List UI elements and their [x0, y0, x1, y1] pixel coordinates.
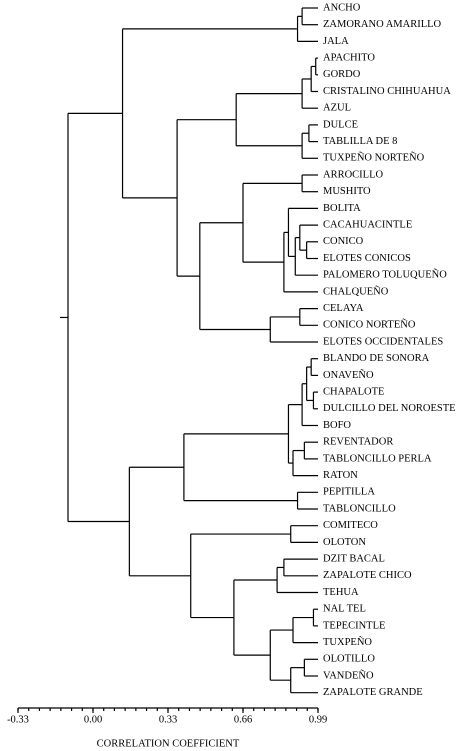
x-tick-label: 0.99	[309, 714, 327, 725]
leaf-label: REVENTADOR	[323, 437, 393, 448]
leaf-label: VANDEÑO	[323, 669, 374, 681]
leaf-label: TUXPEÑO NORTEÑO	[323, 152, 425, 164]
leaf-label: CONICO	[323, 236, 364, 247]
leaf-label: BOFO	[323, 420, 351, 431]
leaf-label: CELAYA	[323, 303, 364, 314]
leaf-label: ELOTES CONICOS	[323, 253, 411, 264]
leaf-label: TUXPEÑO	[323, 636, 372, 648]
leaf-label: AZUL	[323, 103, 351, 114]
leaf-label: OLOTILLO	[323, 654, 375, 665]
leaf-label: OLOTON	[323, 537, 366, 548]
leaf-label: DULCILLO DEL NOROESTE	[323, 403, 456, 414]
leaf-label: CHALQUEÑO	[323, 285, 389, 297]
x-tick-label: 0.33	[159, 714, 177, 725]
leaf-label: COMITECO	[323, 520, 378, 531]
leaf-label: ZAPALOTE GRANDE	[323, 687, 423, 698]
leaf-label: TEPECINTLE	[323, 620, 385, 631]
leaf-label: PEPITILLA	[323, 487, 375, 498]
leaf-label: CHAPALOTE	[323, 387, 384, 398]
x-axis-label: CORRELATION COEFFICIENT	[97, 738, 240, 749]
x-tick-label: 0.66	[234, 714, 252, 725]
leaf-label: CONICO NORTEÑO	[323, 319, 416, 331]
leaf-label: ZAPALOTE CHICO	[323, 570, 412, 581]
leaf-label: ONAVEÑO	[323, 369, 374, 381]
leaf-label: TEHUA	[323, 587, 359, 598]
leaf-label: TABLONCILLO	[323, 503, 396, 514]
leaf-label: APACHITO	[323, 53, 375, 64]
leaf-label: JALA	[323, 36, 349, 47]
leaf-label: ELOTES OCCIDENTALES	[323, 336, 443, 347]
leaf-label: DZIT BACAL	[323, 554, 385, 565]
leaf-label: MUSHITO	[323, 186, 371, 197]
x-tick-label: 0.00	[84, 714, 102, 725]
leaf-label: CRISTALINO CHIHUAHUA	[323, 86, 451, 97]
leaf-label: DULCE	[323, 119, 358, 130]
leaf-label: RATON	[323, 470, 358, 481]
leaf-label: BLANDO DE SONORA	[323, 353, 430, 364]
x-tick-label: -0.33	[7, 714, 29, 725]
leaf-label: ARROCILLO	[323, 169, 384, 180]
leaf-label: TABLONCILLO PERLA	[323, 453, 432, 464]
leaf-label: GORDO	[323, 69, 361, 80]
leaf-label: ANCHO	[323, 2, 361, 13]
leaf-label: ZAMORANO AMARILLO	[323, 19, 442, 30]
leaf-label: BOLITA	[323, 203, 361, 214]
leaf-label: PALOMERO TOLUQUEÑO	[323, 269, 447, 281]
leaf-label: TABLILLA DE 8	[323, 136, 397, 147]
leaf-label: NAL TEL	[323, 604, 366, 615]
leaf-label: CACAHUACINTLE	[323, 220, 412, 231]
